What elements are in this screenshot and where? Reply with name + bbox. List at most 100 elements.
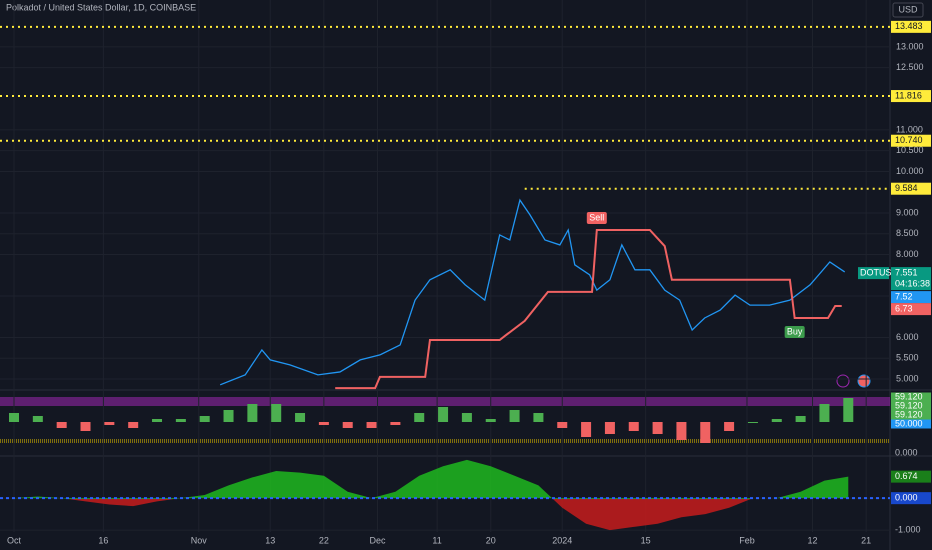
histogram-bar [247, 404, 258, 422]
histogram-bar [342, 422, 353, 428]
axis-label: 0.000 [895, 447, 918, 457]
histogram-bar [128, 422, 139, 428]
y-tick-label: 13.000 [896, 41, 924, 51]
histogram-bar [271, 404, 282, 422]
y-tick-label: 8.500 [896, 228, 919, 238]
y-tick-label: 5.500 [896, 353, 919, 363]
last-value: 0.674 [895, 471, 918, 481]
histogram-bar [724, 422, 735, 431]
x-tick-label: 12 [808, 535, 818, 545]
axis-label: 59.120 [895, 400, 923, 410]
histogram-bar [414, 413, 425, 422]
symbol-label: DOTUSD [860, 267, 899, 277]
histogram-bar [223, 410, 234, 422]
countdown: 04:16:38 [895, 278, 930, 288]
histogram-bar [390, 422, 401, 425]
histogram-bar [700, 422, 711, 443]
histogram-bar [485, 419, 496, 422]
axis-label: 59.120 [895, 391, 923, 401]
axis-badge [891, 492, 931, 505]
x-tick-label: Feb [739, 535, 755, 545]
band [0, 397, 890, 406]
x-tick-label: Oct [7, 535, 22, 545]
axis-badge [891, 392, 931, 402]
histogram-bar [366, 422, 377, 428]
icon[interactable] [836, 374, 850, 388]
histogram-bar [652, 422, 663, 434]
last-price-badge [891, 267, 931, 291]
histogram-bar [676, 422, 687, 440]
axis-badge [891, 410, 931, 420]
y-tick-label: 5.000 [896, 373, 919, 383]
y-tick-label: 12.500 [896, 62, 924, 72]
currency-box[interactable] [892, 2, 924, 18]
x-tick-label: 20 [486, 535, 496, 545]
level-badge [891, 90, 931, 103]
histogram-bar [175, 419, 186, 422]
histogram-bar [604, 422, 615, 434]
last-price: 7.551 [895, 267, 918, 277]
y-tick-label: 8.000 [896, 249, 919, 259]
signal-marker [586, 211, 607, 224]
last-value-badge [891, 470, 931, 483]
signal-marker [784, 325, 805, 338]
histogram-bar [152, 419, 163, 422]
y-tick-label: 11.000 [896, 124, 923, 134]
histogram-bar [581, 422, 592, 437]
histogram-bar [438, 407, 449, 422]
level-badge [891, 134, 931, 147]
x-tick-label: 21 [861, 535, 871, 545]
histogram-bar [9, 413, 20, 422]
y-tick-label: -1.000 [895, 524, 921, 534]
y-tick-label: 10.500 [896, 145, 924, 155]
chart-title: Polkadot / United States Dollar, 1D, COI… [6, 2, 196, 12]
level-label: 10.740 [895, 135, 923, 145]
axis-badge [891, 401, 931, 411]
x-tick-label: 11 [432, 535, 441, 545]
x-tick-label: 2024 [552, 535, 572, 545]
histogram-bar [628, 422, 639, 431]
level-badge [891, 20, 931, 33]
price-badge [891, 291, 931, 304]
x-tick-label: 15 [641, 535, 651, 545]
histogram-bar [32, 416, 43, 422]
histogram-bar [557, 422, 568, 428]
area-positive [14, 459, 849, 499]
currency[interactable]: USD [898, 4, 918, 14]
axis-label: 59.120 [895, 409, 923, 419]
level-label: 11.816 [895, 90, 922, 100]
x-tick-label: Nov [191, 535, 208, 545]
symbol-badge [858, 267, 889, 280]
level-label: 9.584 [895, 183, 918, 193]
level-label: 13.483 [895, 21, 923, 31]
histogram-bar [771, 419, 782, 422]
histogram-bar [509, 410, 520, 422]
histogram-bar [199, 416, 210, 422]
histogram-bar [80, 422, 91, 431]
price-badge-label: 7.52 [895, 291, 913, 301]
histogram-bar [819, 404, 830, 422]
x-tick-label: 22 [319, 535, 329, 545]
x-tick-label: 13 [265, 535, 275, 545]
x-tick-label: Dec [370, 535, 387, 545]
price-badge [891, 303, 931, 316]
histogram-bar [843, 398, 854, 422]
icon[interactable] [857, 374, 871, 388]
area-negative [68, 499, 751, 531]
price-badge-label: 6.73 [895, 303, 913, 313]
level-badge [891, 182, 931, 195]
histogram-bar [533, 413, 544, 422]
y-tick-label: 9.000 [896, 207, 919, 217]
signal-label: Sell [589, 212, 604, 222]
signal-label: Buy [787, 326, 803, 336]
histogram-bar [318, 422, 329, 425]
y-tick-label: 10.000 [896, 166, 924, 176]
series-line [335, 228, 842, 390]
histogram-bar [461, 413, 472, 422]
histogram-bar [295, 413, 306, 422]
y-tick-label: 6.000 [896, 332, 919, 342]
histogram-bar [747, 422, 758, 423]
y-tick-label: 0.000 [895, 493, 918, 503]
